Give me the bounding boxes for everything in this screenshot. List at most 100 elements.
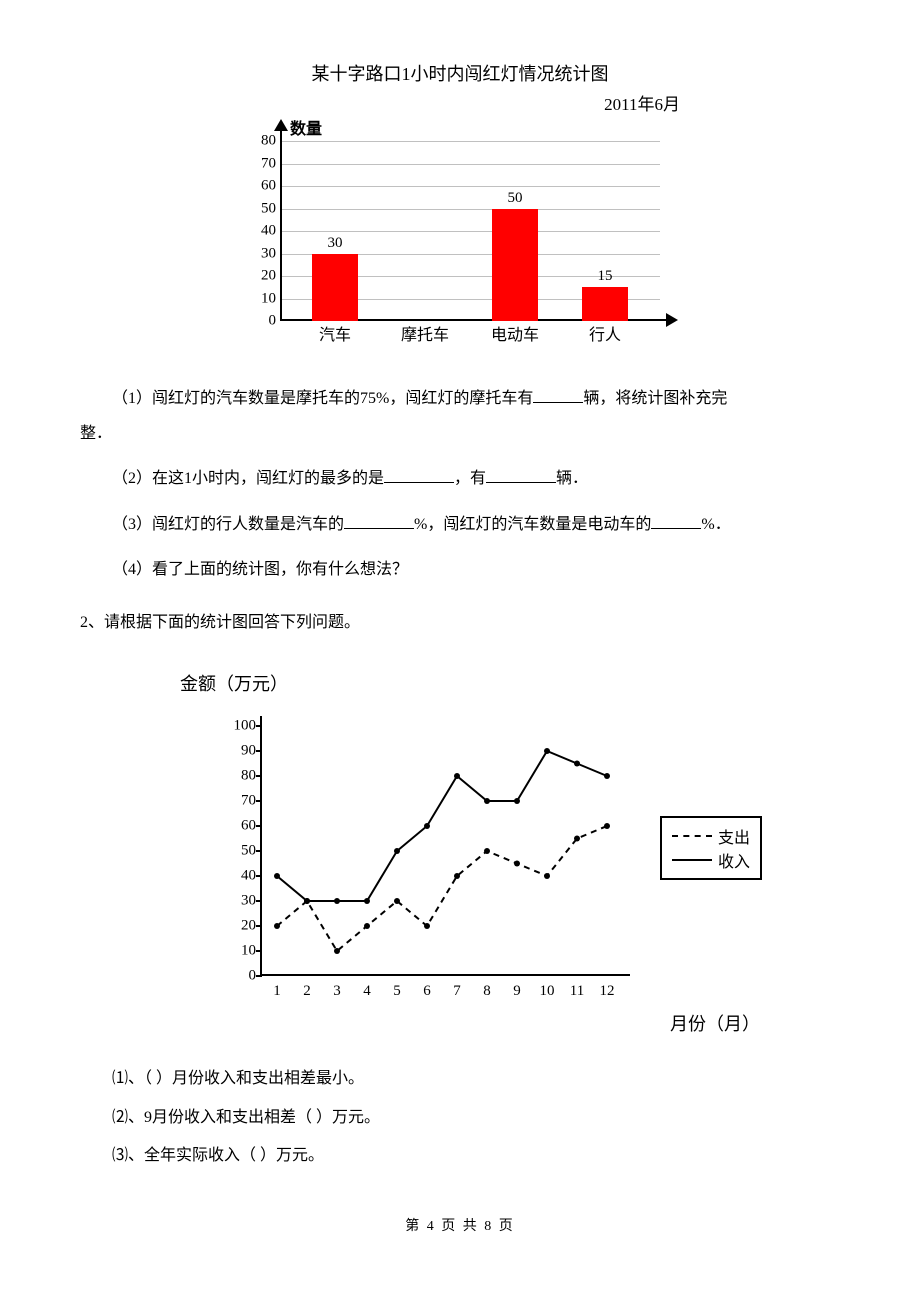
x-axis-arrow-icon [666, 313, 678, 327]
y-tick-label: 60 [248, 178, 276, 195]
q1-3-text-a: （3）闯红灯的行人数量是汽车的 [80, 507, 344, 542]
legend-box: 支出 收入 [660, 816, 762, 880]
lc-y-tick-label: 80 [228, 768, 256, 785]
lc-y-tick-label: 0 [228, 968, 256, 985]
y-tick-label: 70 [248, 155, 276, 172]
y-tick-label: 10 [248, 290, 276, 307]
x-category-label: 行人 [565, 321, 645, 345]
legend-label-expense: 支出 [718, 824, 750, 848]
lc-y-tick-mark [256, 800, 262, 802]
bar-chart-date: 2011年6月 [240, 90, 680, 115]
q1-3-text-b: %，闯红灯的汽车数量是电动车的 [414, 516, 651, 533]
gridline [282, 141, 660, 142]
page-footer: 第 4 页 共 8 页 [80, 1215, 840, 1235]
legend-row-expense: 支出 [672, 824, 750, 848]
y-tick-label: 80 [248, 133, 276, 150]
x-category-label: 电动车 [475, 321, 555, 345]
lc-x-tick-label: 3 [325, 983, 349, 1000]
lc-y-tick-label: 70 [228, 793, 256, 810]
line-chart-y-title: 金额（万元） [180, 670, 840, 696]
lc-y-tick-label: 90 [228, 743, 256, 760]
blank [651, 512, 701, 529]
legend-dash-icon [672, 835, 712, 837]
q1-3: （3）闯红灯的行人数量是汽车的 %，闯红灯的汽车数量是电动车的 %． [80, 507, 840, 542]
lc-y-tick-mark [256, 900, 262, 902]
q1-2-text-c: 辆． [556, 470, 588, 487]
q2-intro: 2、请根据下面的统计图回答下列问题。 [80, 605, 840, 640]
legend-solid-icon [672, 859, 712, 861]
lc-x-tick-label: 10 [535, 983, 559, 1000]
q2-2: ⑵、9月份收入和支出相差（ ）万元。 [80, 1099, 840, 1137]
lc-y-tick-mark [256, 950, 262, 952]
bar-chart-title: 某十字路口1小时内闯红灯情况统计图 [80, 60, 840, 86]
y-tick-label: 0 [248, 313, 276, 330]
lc-x-tick-label: 7 [445, 983, 469, 1000]
q1-2-text-a: （2）在这1小时内，闯红灯的最多的是 [80, 461, 384, 496]
x-category-label: 摩托车 [385, 321, 465, 345]
lc-y-tick-label: 10 [228, 943, 256, 960]
q1-1: （1）闯红灯的汽车数量是摩托车的75%，闯红灯的摩托车有 辆，将统计图补充完 [80, 381, 840, 416]
lc-y-tick-label: 100 [228, 718, 256, 735]
y-axis-line [280, 127, 282, 321]
legend-row-income: 收入 [672, 848, 750, 872]
bar [492, 209, 538, 322]
gridline [282, 186, 660, 187]
lc-x-tick-label: 9 [505, 983, 529, 1000]
lc-y-tick-mark [256, 925, 262, 927]
lc-x-tick-label: 8 [475, 983, 499, 1000]
x-category-label: 汽车 [295, 321, 375, 345]
lc-y-tick-mark [256, 975, 262, 977]
lc-x-tick-label: 12 [595, 983, 619, 1000]
lc-y-tick-mark [256, 725, 262, 727]
y-tick-label: 50 [248, 200, 276, 217]
legend-label-income: 收入 [718, 848, 750, 872]
question-block-1: （1）闯红灯的汽车数量是摩托车的75%，闯红灯的摩托车有 辆，将统计图补充完 整．… [80, 381, 840, 587]
q1-3-text-c: %． [701, 516, 730, 533]
lc-y-tick-label: 20 [228, 918, 256, 935]
bar [582, 287, 628, 321]
lc-y-tick-mark [256, 775, 262, 777]
lc-x-tick-label: 5 [385, 983, 409, 1000]
lc-y-tick-label: 60 [228, 818, 256, 835]
series-line-支出 [277, 826, 607, 951]
lc-y-tick-mark [256, 750, 262, 752]
y-tick-label: 20 [248, 268, 276, 285]
line-chart: 0102030405060708090100123456789101112 [220, 706, 640, 1006]
bar-value-label: 15 [575, 268, 635, 285]
q1-2: （2）在这1小时内，闯红灯的最多的是，有辆． [80, 461, 840, 496]
q2-3: ⑶、全年实际收入（ ）万元。 [80, 1137, 840, 1175]
line-chart-svg [220, 706, 640, 1006]
q1-1-text-b: 辆，将统计图补充完 [583, 390, 727, 407]
blank [486, 466, 556, 483]
line-chart-x-title: 月份（月） [670, 1010, 800, 1036]
bar-value-label: 50 [485, 190, 545, 207]
series-line-收入 [277, 751, 607, 901]
lc-x-tick-label: 4 [355, 983, 379, 1000]
blank [344, 512, 414, 529]
lc-y-tick-label: 30 [228, 893, 256, 910]
lc-y-tick-label: 50 [228, 843, 256, 860]
q1-4: （4）看了上面的统计图，你有什么想法？ [80, 552, 840, 587]
gridline [282, 209, 660, 210]
lc-x-tick-label: 11 [565, 983, 589, 1000]
q1-1-text-a: （1）闯红灯的汽车数量是摩托车的75%，闯红灯的摩托车有 [80, 381, 533, 416]
blank [533, 386, 583, 403]
y-tick-label: 40 [248, 223, 276, 240]
bar-chart: 数量 0102030405060708030汽车摩托车50电动车15行人 [240, 121, 680, 351]
gridline [282, 231, 660, 232]
lc-x-tick-label: 6 [415, 983, 439, 1000]
lc-x-tick-label: 1 [265, 983, 289, 1000]
line-chart-wrap: 0102030405060708090100123456789101112 支出… [200, 706, 800, 1036]
document-page: 某十字路口1小时内闯红灯情况统计图 2011年6月 数量 01020304050… [0, 0, 920, 1275]
blank [384, 466, 454, 483]
q1-1-cont: 整． [80, 416, 840, 451]
lc-x-tick-label: 2 [295, 983, 319, 1000]
q2-1: ⑴、（ ）月份收入和支出相差最小。 [80, 1060, 840, 1098]
bar-value-label: 30 [305, 235, 365, 252]
lc-y-tick-mark [256, 825, 262, 827]
lc-y-tick-mark [256, 850, 262, 852]
y-axis-label: 数量 [290, 115, 322, 139]
y-tick-label: 30 [248, 245, 276, 262]
lc-y-tick-label: 40 [228, 868, 256, 885]
bar [312, 254, 358, 322]
